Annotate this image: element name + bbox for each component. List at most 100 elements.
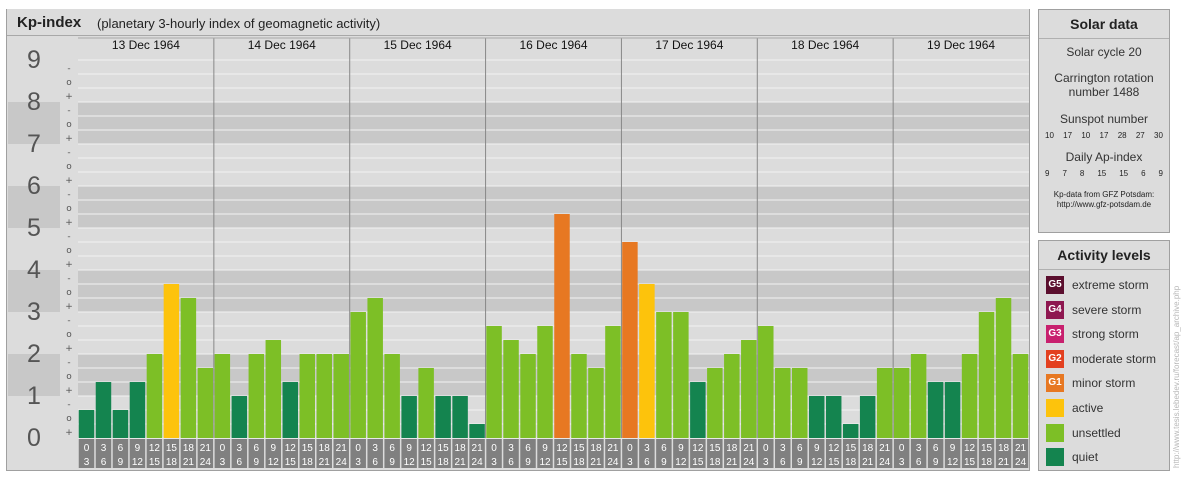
x-tick-start: 18	[726, 443, 738, 454]
ap-title: Daily Ap-index	[1065, 150, 1143, 164]
x-tick-start: 6	[525, 443, 531, 454]
x-tick-box	[910, 439, 927, 468]
sub-tick-label: o	[66, 246, 72, 256]
x-tick-end: 15	[964, 457, 976, 468]
x-tick-start: 15	[573, 443, 585, 454]
x-tick-box	[282, 439, 299, 468]
x-tick-box	[605, 439, 621, 468]
legend-label: quiet	[1072, 450, 1099, 465]
sub-tick-label: +	[65, 344, 73, 354]
kp-bar	[316, 354, 332, 438]
x-tick-end: 6	[372, 457, 378, 468]
kp-bar	[367, 298, 383, 438]
x-tick-start: 21	[472, 443, 484, 454]
x-tick-box	[163, 439, 180, 468]
kp-bar	[333, 354, 349, 438]
sub-tick-label: +	[65, 302, 73, 312]
x-tick-end: 3	[763, 457, 769, 468]
x-tick-box	[435, 439, 451, 468]
legend-label: minor storm	[1072, 376, 1136, 391]
x-tick-start: 9	[542, 443, 548, 454]
x-tick-end: 12	[132, 457, 144, 468]
x-tick-box	[978, 439, 995, 468]
x-tick-box	[588, 439, 604, 468]
x-tick-box	[486, 439, 502, 468]
x-tick-start: 3	[780, 443, 786, 454]
x-tick-box	[248, 439, 265, 468]
legend-item: active	[1046, 398, 1103, 418]
sub-tick-label: +	[65, 386, 73, 396]
x-tick-start: 3	[508, 443, 514, 454]
kp-bar	[231, 396, 248, 438]
x-tick-end: 18	[166, 457, 178, 468]
legend-swatch: G2	[1046, 349, 1064, 368]
sunspot-value: 28	[1117, 131, 1127, 140]
kp-bar	[299, 354, 315, 438]
x-tick-box	[350, 439, 366, 468]
x-tick-end: 21	[998, 457, 1010, 468]
x-tick-start: 12	[828, 443, 840, 454]
x-tick-end: 9	[661, 457, 667, 468]
kp-bar	[741, 340, 757, 438]
x-tick-start: 18	[862, 443, 874, 454]
kp-bar	[995, 298, 1012, 438]
sub-tick-label: -	[67, 106, 70, 116]
x-tick-start: 12	[692, 443, 704, 454]
x-tick-start: 12	[149, 443, 161, 454]
sunspot-value: 10	[1081, 131, 1091, 140]
x-tick-end: 21	[319, 457, 331, 468]
sub-tick-label: -	[67, 232, 70, 242]
legend-label: extreme storm	[1072, 278, 1149, 292]
sunspot-value: 17	[1099, 131, 1109, 140]
x-tick-box	[78, 439, 95, 468]
x-tick-start: 0	[491, 443, 497, 454]
x-tick-box	[825, 439, 842, 468]
sub-tick-label: +	[65, 260, 73, 270]
carrington-line1: Carrington rotation	[1054, 71, 1154, 85]
ap-value: 6	[1141, 169, 1146, 178]
kp-band	[78, 354, 1029, 396]
ap-value: 8	[1079, 169, 1085, 178]
x-tick-box	[876, 439, 893, 468]
x-tick-start: 18	[455, 443, 467, 454]
legend-item: G1 minor storm	[1046, 373, 1135, 393]
x-tick-start: 18	[998, 443, 1010, 454]
y-axis-band	[8, 270, 60, 312]
y-tick-label: 1	[27, 382, 41, 410]
x-tick-start: 3	[237, 443, 243, 454]
x-tick-end: 15	[692, 457, 704, 468]
legend-label: moderate storm	[1072, 351, 1157, 366]
x-tick-start: 12	[964, 443, 976, 454]
y-tick-label: 4	[27, 256, 41, 284]
x-tick-start: 21	[200, 443, 212, 454]
kp-bar	[214, 354, 231, 438]
kp-band	[78, 312, 1029, 354]
kp-bar	[639, 283, 655, 438]
kp-bar	[197, 367, 214, 438]
legend-swatch: G4	[1046, 300, 1064, 319]
x-tick-box	[622, 439, 638, 468]
x-tick-start: 15	[981, 443, 993, 454]
x-tick-start: 12	[285, 443, 297, 454]
x-tick-box	[401, 439, 417, 468]
x-tick-box	[95, 439, 112, 468]
credit-link[interactable]: http://www.gfz-potsdam.de	[1056, 200, 1152, 209]
x-tick-start: 18	[319, 443, 331, 454]
x-tick-end: 21	[862, 457, 874, 468]
legend-item: G4 severe storm	[1046, 300, 1141, 320]
x-tick-start: 0	[627, 443, 633, 454]
legend-item: G5 extreme storm	[1046, 275, 1149, 295]
x-tick-box	[808, 439, 825, 468]
chart-title: Kp-index	[17, 14, 82, 31]
source-watermark: http://www.tesis.lebedev.ru/forecast/ap_…	[1172, 285, 1181, 468]
kp-bar	[775, 367, 791, 438]
x-tick-end: 15	[828, 457, 840, 468]
kp-bar	[707, 367, 723, 438]
x-tick-box	[775, 439, 791, 468]
kp-bar	[554, 214, 570, 438]
kp-bar	[944, 382, 961, 438]
y-tick-label: 3	[27, 298, 41, 326]
x-tick-box	[452, 439, 468, 468]
credit-line1: Kp-data from GFZ Potsdam:	[1053, 190, 1155, 199]
